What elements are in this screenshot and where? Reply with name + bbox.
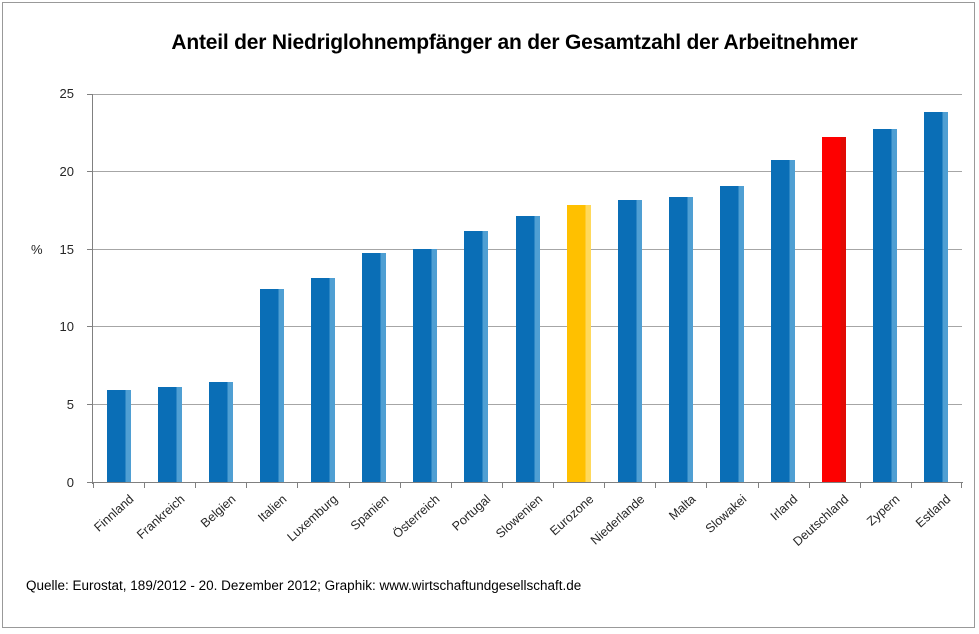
y-axis-tick-label: 5: [66, 397, 74, 413]
bar-belgien: [208, 382, 233, 482]
x-axis-tick: [604, 483, 606, 488]
y-axis-tick-label: 25: [59, 86, 74, 101]
x-axis-label-sterreich: Österreich: [390, 492, 443, 541]
bar-irland: [771, 159, 796, 482]
bar-luxemburg: [311, 278, 336, 482]
x-axis-tick: [961, 483, 962, 488]
x-axis-tick: [297, 483, 299, 488]
x-axis-tick: [553, 483, 555, 488]
x-axis-line: [92, 482, 963, 483]
x-axis-tick: [450, 483, 452, 488]
y-axis-tick: [87, 482, 92, 483]
bar-frankreich: [157, 387, 182, 482]
bar-sterreich: [413, 248, 438, 482]
x-axis-label-deutschland: Deutschland: [790, 492, 852, 549]
y-axis-line: [92, 94, 93, 484]
x-axis-tick: [246, 483, 248, 488]
bar-estland: [924, 111, 949, 482]
x-axis-tick: [859, 483, 861, 488]
x-axis-label-finnland: Finnland: [90, 492, 136, 535]
x-axis-label-slowenien: Slowenien: [492, 492, 545, 542]
x-axis-tick: [501, 483, 503, 488]
y-axis-unit-label: %: [31, 242, 43, 257]
x-axis-tick: [655, 483, 657, 488]
x-axis-label-portugal: Portugal: [449, 492, 494, 534]
x-axis-tick: [195, 483, 197, 488]
x-axis-label-malta: Malta: [666, 492, 699, 523]
plot-area: [87, 94, 963, 488]
y-axis-tick: [87, 326, 92, 328]
x-axis-tick: [348, 483, 350, 488]
x-axis-tick: [757, 483, 759, 488]
x-axis-label-belgien: Belgien: [197, 492, 239, 531]
x-axis-label-eurozone: Eurozone: [546, 492, 596, 539]
chart-title: Anteil der Niedriglohnempfänger an der G…: [171, 31, 858, 54]
x-axis-tick: [910, 483, 912, 488]
bar-italien: [259, 289, 284, 482]
y-axis-labels: 0 5 10 15 20 25: [0, 86, 74, 490]
x-axis-tick: [399, 483, 401, 488]
y-axis-tick: [87, 94, 92, 95]
x-axis-label-slowakei: Slowakei: [702, 492, 750, 536]
x-axis-label-irland: Irland: [767, 492, 801, 524]
source-caption: Quelle: Eurostat, 189/2012 - 20. Dezembe…: [26, 578, 582, 593]
x-axis-label-spanien: Spanien: [348, 492, 392, 534]
bar-finnland: [106, 390, 131, 482]
y-axis-tick-label: 15: [59, 241, 74, 257]
x-axis-label-luxemburg: Luxemburg: [284, 492, 341, 545]
bar-spanien: [362, 253, 387, 482]
x-axis-label-italien: Italien: [255, 492, 290, 525]
bar-slowenien: [515, 215, 540, 482]
bar-malta: [668, 197, 693, 482]
x-axis-label-niederlande: Niederlande: [587, 492, 648, 548]
x-axis-tick: [93, 483, 94, 488]
bar-niederlande: [617, 200, 642, 482]
gridline-20: [93, 170, 962, 172]
x-axis-labels: Finnland Frankreich Belgien Italien Luxembur…: [90, 492, 962, 592]
bar-portugal: [464, 231, 489, 482]
bar-eurozone: [566, 205, 591, 482]
x-axis-tick: [808, 483, 810, 488]
x-axis-label-estland: Estland: [913, 492, 954, 531]
bar-zypern: [873, 128, 898, 482]
bar-slowakei: [719, 186, 744, 482]
y-axis-tick: [87, 170, 92, 172]
y-axis-tick: [87, 404, 92, 406]
gridline-25: [93, 94, 962, 95]
x-axis-tick: [706, 483, 708, 488]
x-axis-label-frankreich: Frankreich: [133, 492, 188, 542]
y-axis-tick: [87, 248, 92, 250]
y-axis-tick-label: 20: [59, 163, 74, 179]
x-axis-label-zypern: Zypern: [864, 492, 903, 529]
y-axis-tick-label: 0: [66, 475, 74, 490]
y-axis-tick-label: 10: [59, 319, 74, 335]
bar-deutschland: [822, 136, 847, 482]
x-axis-tick: [144, 483, 146, 488]
